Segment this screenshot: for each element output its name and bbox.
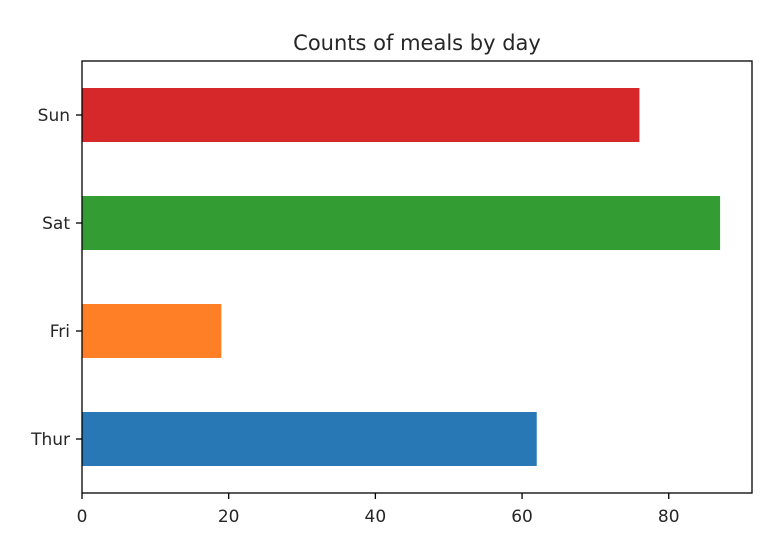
y-tick-label-sun: Sun xyxy=(38,106,70,126)
y-tick-label-thur: Thur xyxy=(30,430,70,450)
x-tick-label-0: 0 xyxy=(77,507,88,527)
chart-title: Counts of meals by day xyxy=(293,31,541,55)
x-tick-label-40: 40 xyxy=(365,507,387,527)
x-ticks: 0 20 40 60 80 xyxy=(77,493,680,527)
bar-sat xyxy=(82,196,721,250)
y-ticks: Thur Fri Sat Sun xyxy=(30,106,82,450)
bar-fri xyxy=(82,304,222,358)
y-tick-label-fri: Fri xyxy=(50,322,70,342)
bar-thur xyxy=(82,412,537,466)
y-tick-label-sat: Sat xyxy=(42,214,70,234)
bars-layer xyxy=(82,88,721,466)
x-tick-label-20: 20 xyxy=(218,507,240,527)
x-tick-label-80: 80 xyxy=(658,507,680,527)
x-tick-label-60: 60 xyxy=(511,507,533,527)
bar-sun xyxy=(82,88,640,142)
plot-frame xyxy=(81,60,753,494)
